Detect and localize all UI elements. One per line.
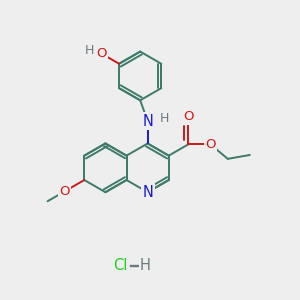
Text: O: O: [183, 110, 194, 123]
Text: H: H: [85, 44, 94, 57]
Text: H: H: [159, 112, 169, 124]
Text: H: H: [140, 258, 151, 273]
Text: N: N: [142, 113, 153, 128]
Text: N: N: [142, 185, 153, 200]
Text: O: O: [205, 138, 216, 151]
Text: O: O: [60, 185, 70, 198]
Text: O: O: [96, 47, 106, 60]
Text: Cl: Cl: [113, 258, 127, 273]
